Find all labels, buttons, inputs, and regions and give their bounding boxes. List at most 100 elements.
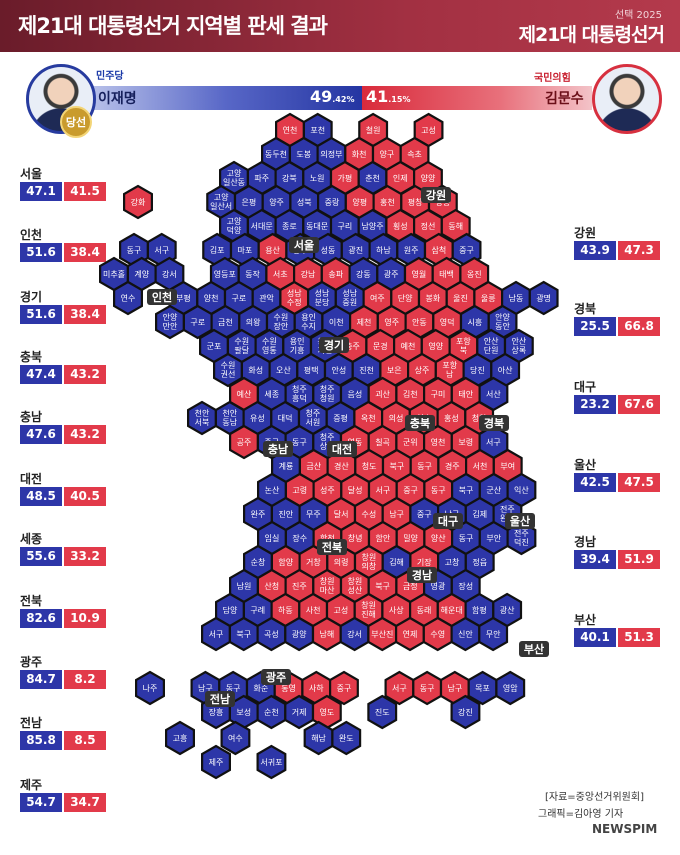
district-hex: [431, 256, 462, 292]
district-label: 제천: [357, 317, 372, 327]
region-label: 충남: [20, 410, 43, 424]
district-hex: [201, 744, 231, 780]
district-label: 서대문: [251, 222, 273, 231]
district-label: 춘천: [365, 173, 380, 183]
district-hex: [284, 568, 315, 604]
district-hex: [451, 472, 481, 508]
district-label: 원주: [404, 246, 419, 255]
district-hex: [122, 184, 153, 220]
district-label: 진주: [292, 581, 307, 591]
kim-score: 43.2: [64, 425, 106, 444]
page-title: 제21대 대통령선거 지역별 판세 결과: [18, 14, 328, 38]
district-hex: [503, 328, 534, 364]
district-hex: [490, 352, 521, 388]
district-hex: [381, 400, 411, 436]
district-label: 청주 서원: [305, 409, 320, 427]
lee-score: 54.7: [20, 793, 62, 812]
district-hex: [450, 616, 481, 652]
district-label: 북구: [389, 462, 404, 471]
district-hex: [297, 400, 328, 436]
region-pill-label: 울산: [510, 514, 530, 528]
district-label: 청주 상당: [320, 433, 335, 451]
district-hex: [223, 280, 254, 316]
district-hex: [312, 520, 343, 556]
district-hex: [226, 328, 257, 364]
district-label: 강서: [162, 269, 177, 279]
district-hex: [420, 328, 451, 364]
lee-score: 85.8: [20, 731, 62, 750]
district-label: 수성: [361, 510, 376, 519]
district-label: 용인 처인: [317, 336, 332, 355]
district-label: 서구: [392, 684, 407, 693]
district-label: 세종: [264, 390, 279, 399]
district-hex: [312, 472, 343, 508]
district-label: 양평: [352, 197, 367, 207]
district-hex: [423, 424, 453, 460]
candidate-kim-name: 김문수: [545, 91, 584, 107]
district-label: 곡성: [264, 630, 279, 639]
district-label: 보령: [458, 438, 473, 447]
kim-photo: [592, 64, 662, 134]
district-label: 예산: [237, 389, 252, 399]
region-pill: [205, 691, 235, 707]
district-label: 안성: [331, 365, 346, 375]
district-hex: [334, 280, 365, 316]
district-hex: [381, 496, 412, 532]
district-label: 정읍: [472, 557, 487, 567]
district-label: 성주: [320, 486, 335, 495]
district-hex: [256, 744, 287, 780]
district-label: 김포: [210, 245, 225, 255]
region-label: 부산: [574, 613, 597, 627]
district-hex: [353, 592, 384, 628]
district-hex: [146, 232, 177, 268]
kim-score: 10.9: [64, 609, 106, 628]
district-label: 고창: [445, 558, 460, 567]
district-hex: [243, 496, 273, 532]
district-hex: [399, 136, 430, 172]
district-label: 기장: [417, 557, 432, 567]
district-label: 사하: [309, 683, 324, 693]
district-label: 천안 서북: [195, 408, 210, 427]
district-hex: [326, 448, 357, 484]
district-label: 구로: [190, 318, 205, 327]
district-label: 창녕: [348, 534, 363, 543]
district-hex: [271, 448, 301, 484]
district-label: 장성: [458, 581, 473, 591]
district-hex: [409, 448, 440, 484]
district-hex: [284, 424, 315, 460]
district-label: 청주 청원: [320, 385, 335, 403]
district-hex: [284, 472, 315, 508]
kim-score: 51.3: [618, 628, 660, 647]
district-label: 옥천: [361, 413, 376, 423]
district-hex: [450, 694, 481, 730]
district-label: 사천: [306, 605, 321, 615]
district-hex: [321, 304, 352, 340]
region-pill-label: 충남: [268, 442, 288, 456]
region-pill: [405, 415, 435, 431]
district-label: 진천: [359, 365, 374, 375]
district-label: 북구: [459, 486, 474, 495]
district-label: 정선: [421, 221, 436, 231]
kim-score: 47.3: [618, 241, 660, 260]
lee-score: 40.1: [574, 628, 616, 647]
district-hex: [199, 328, 229, 364]
district-label: 신안: [458, 629, 473, 639]
district-hex: [329, 160, 360, 196]
district-hex: [367, 694, 398, 730]
region-pill-label: 서울: [294, 238, 314, 252]
district-label: 유성: [250, 414, 265, 423]
lee-score: 51.6: [20, 243, 62, 262]
district-label: 안동: [412, 317, 427, 327]
district-hex: [362, 280, 393, 316]
district-hex: [432, 304, 463, 340]
district-label: 영주: [384, 317, 399, 327]
district-hex: [268, 352, 299, 388]
district-label: 진안: [278, 509, 293, 519]
district-label: 옹진: [467, 269, 482, 279]
region-label: 경남: [574, 535, 597, 549]
district-hex: [351, 352, 382, 388]
district-label: 양구: [379, 150, 394, 159]
district-hex: [229, 376, 259, 412]
region-pill-label: 경남: [412, 568, 432, 582]
district-hex: [279, 280, 310, 316]
